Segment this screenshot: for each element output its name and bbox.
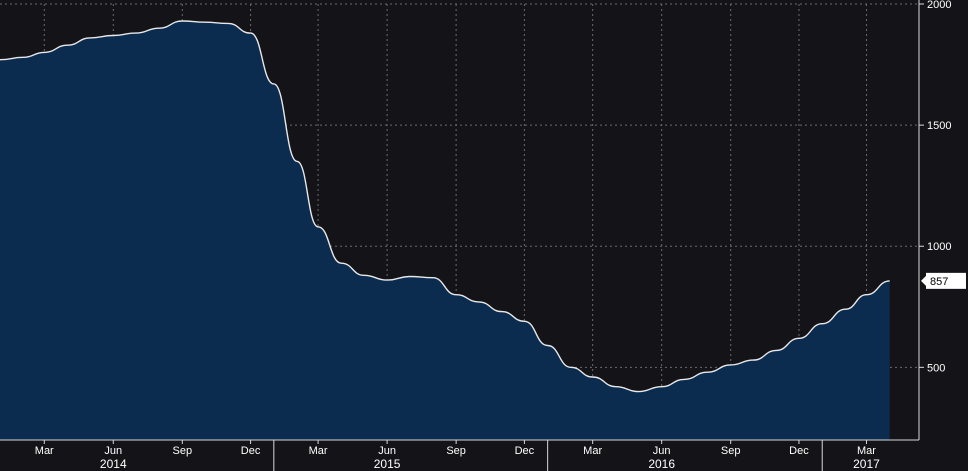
- x-tick-label: Dec: [515, 445, 535, 457]
- x-year-label: 2014: [100, 457, 127, 471]
- x-tick-label: Jun: [104, 445, 122, 457]
- x-year-label: 2017: [853, 457, 880, 471]
- x-year-label: 2015: [374, 457, 401, 471]
- x-year-label: 2016: [648, 457, 675, 471]
- tick-labels: 2000 1500 1000 500 Mar Jun Sep Dec Mar Jun Sep Dec M…: [35, 0, 952, 471]
- x-tick-label: Jun: [378, 445, 396, 457]
- last-value-marker: 857: [921, 272, 966, 289]
- x-tick-label: Mar: [583, 445, 602, 457]
- x-tick-label: Sep: [446, 445, 466, 457]
- last-value-pointer: [921, 275, 926, 286]
- data-series-line: [0, 20, 890, 393]
- x-tick-label: Dec: [241, 445, 261, 457]
- x-tick-label: Sep: [721, 445, 741, 457]
- y-tick-label: 2000: [927, 0, 951, 11]
- data-area-fill: [0, 21, 890, 440]
- last-value-label: 857: [930, 276, 948, 288]
- axes: [0, 0, 924, 471]
- x-tick-label: Mar: [35, 445, 54, 457]
- y-tick-label: 1500: [927, 120, 951, 132]
- y-tick-label: 1000: [927, 241, 951, 253]
- last-value-box: [926, 272, 966, 289]
- x-tick-label: Sep: [173, 445, 193, 457]
- x-tick-label: Jun: [653, 445, 671, 457]
- x-tick-label: Mar: [309, 445, 328, 457]
- x-tick-label: Mar: [857, 445, 876, 457]
- y-tick-label: 500: [927, 362, 945, 374]
- x-tick-label: Dec: [789, 445, 809, 457]
